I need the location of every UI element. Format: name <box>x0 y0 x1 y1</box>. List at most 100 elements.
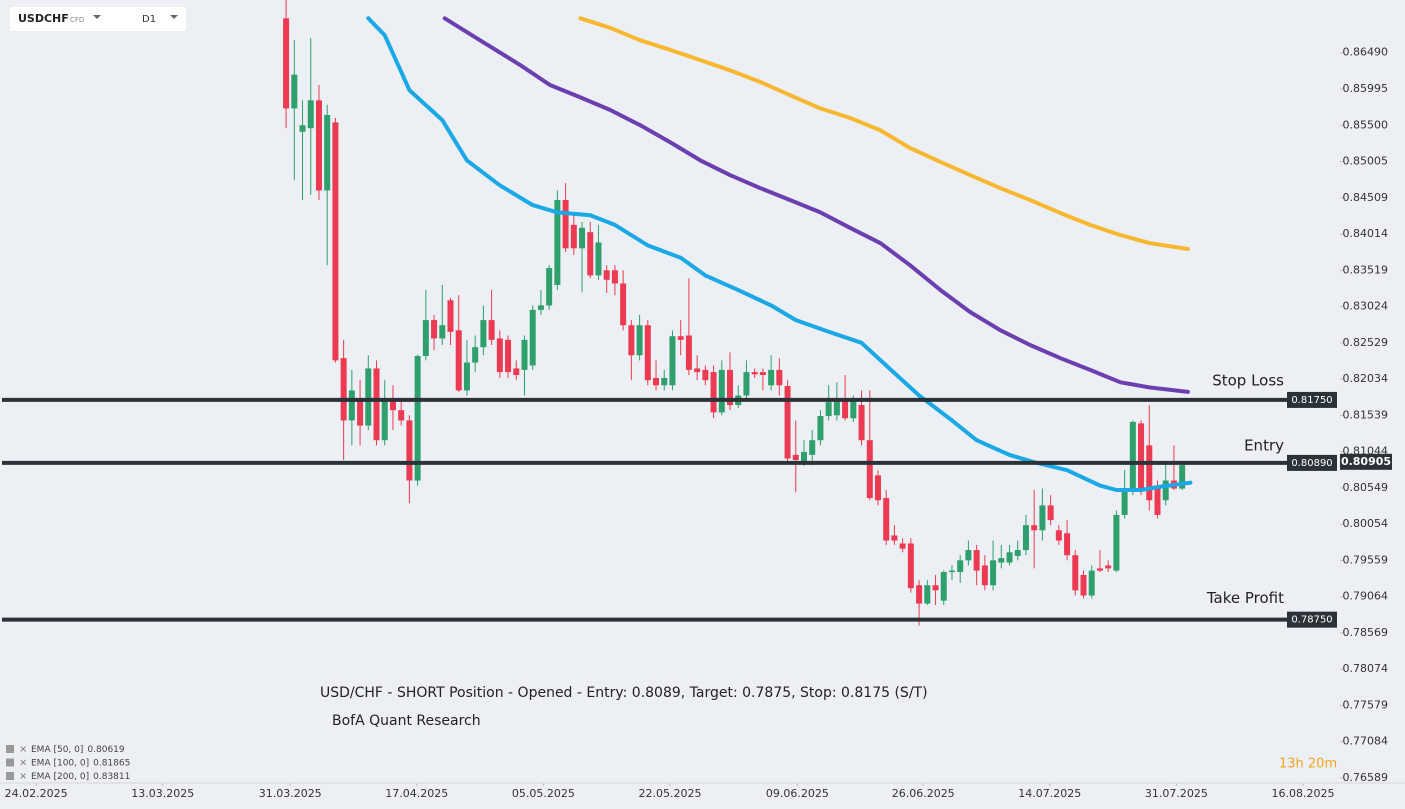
candle-body <box>1105 565 1112 569</box>
candle-body <box>472 347 479 363</box>
candle-body <box>546 268 553 306</box>
candle-body <box>751 372 758 375</box>
y-tick-label: 0.85005 <box>1343 155 1389 168</box>
candle-body <box>957 560 964 573</box>
candle-body <box>1031 525 1038 531</box>
candle-body <box>891 535 898 541</box>
candle-body <box>677 336 684 340</box>
level-tag <box>1287 611 1337 628</box>
x-tick-label: 24.02.2025 <box>5 787 68 800</box>
legend-icon <box>6 745 14 753</box>
candle-body <box>480 320 487 348</box>
legend-close: × <box>19 758 27 769</box>
symbol: USDCHF <box>18 12 69 25</box>
candle-body <box>768 369 775 386</box>
candle-body <box>463 362 470 391</box>
candle-body <box>801 451 807 463</box>
level-name: Stop Loss <box>1212 371 1284 389</box>
candle-body <box>669 336 676 386</box>
candle-body <box>1088 570 1095 596</box>
candle-body <box>381 398 388 441</box>
x-tick-label: 16.08.2025 <box>1272 787 1335 800</box>
candle-body <box>505 339 512 373</box>
y-tick-label: 0.80054 <box>1343 517 1389 530</box>
candle-body <box>694 368 701 373</box>
y-tick-label: 0.85995 <box>1343 82 1389 95</box>
legend-close: × <box>19 744 27 755</box>
candle-body <box>858 405 865 441</box>
legend-label: EMA [50, 0] 0.80619 <box>31 745 125 755</box>
candle-body <box>718 369 725 413</box>
candle-body <box>1162 480 1169 501</box>
candle-body <box>685 335 692 370</box>
candle-body <box>727 369 734 406</box>
candle-body <box>324 114 331 191</box>
x-tick-label: 31.03.2025 <box>259 787 322 800</box>
instrument: CFD <box>70 16 84 24</box>
annotation: USD/CHF - SHORT Position - Opened - Entr… <box>320 685 928 701</box>
legend-name: EMA [50, 0] <box>31 745 83 755</box>
candle-body <box>850 399 857 419</box>
candle-body <box>1047 505 1054 521</box>
candle-body <box>998 558 1005 563</box>
y-tick-label: 0.78569 <box>1343 626 1389 639</box>
candle-body <box>653 377 660 386</box>
candle-body <box>348 390 355 421</box>
level-name: Take Profit <box>1206 589 1284 607</box>
candle-body <box>916 585 923 604</box>
candle-body <box>833 399 840 416</box>
symbol-box[interactable] <box>10 7 186 31</box>
candle-body <box>611 270 618 284</box>
source: BofA Quant Research <box>332 713 481 729</box>
candle-body <box>365 368 372 426</box>
legend-value: 0.83811 <box>93 772 130 782</box>
candle-body <box>554 199 561 285</box>
candle-body <box>537 305 544 310</box>
candle-body <box>299 125 306 132</box>
candle-body <box>587 232 594 276</box>
candle-body <box>1138 423 1145 491</box>
candle-body <box>842 399 849 419</box>
dropdown-arrow <box>93 15 101 19</box>
candle-body <box>817 416 824 441</box>
y-tick-label: 0.80549 <box>1343 481 1389 494</box>
candle-body <box>1154 485 1161 515</box>
timeframe: D1 <box>142 14 156 25</box>
candle-body <box>710 372 717 413</box>
y-tick-label: 0.82529 <box>1343 336 1389 349</box>
candle-body <box>940 572 947 601</box>
candle-body <box>620 283 627 326</box>
candle-body <box>809 440 816 455</box>
candle-body <box>644 325 651 381</box>
candle-body <box>603 270 610 280</box>
candle-body <box>702 369 709 381</box>
candle-body <box>1121 490 1128 515</box>
candle-body <box>1006 552 1013 563</box>
countdown: 13h 20m <box>1279 757 1337 772</box>
x-tick-label: 22.05.2025 <box>639 787 702 800</box>
candle-body <box>1072 555 1079 591</box>
legend-icon <box>6 772 14 780</box>
candle-body <box>398 410 405 421</box>
candle-body <box>431 320 438 339</box>
dropdown-arrow <box>170 15 178 19</box>
candle-body <box>1096 568 1103 571</box>
candle-body <box>291 74 298 109</box>
legend-value: 0.81865 <box>93 758 130 768</box>
candle-body <box>899 543 906 549</box>
candle-body <box>907 543 914 589</box>
level-name: Entry <box>1244 436 1284 454</box>
candle-body <box>562 199 569 249</box>
candle-body <box>1014 550 1021 556</box>
candle-body <box>759 372 766 376</box>
y-tick-label: 0.85500 <box>1343 118 1389 131</box>
y-tick-label: 0.77084 <box>1343 735 1389 748</box>
candle-body <box>1113 514 1120 571</box>
candle-body <box>743 372 750 396</box>
y-tick-label: 0.81539 <box>1343 408 1389 421</box>
candle-body <box>1022 525 1029 551</box>
candle-body <box>776 369 783 386</box>
candle-body <box>447 300 454 332</box>
